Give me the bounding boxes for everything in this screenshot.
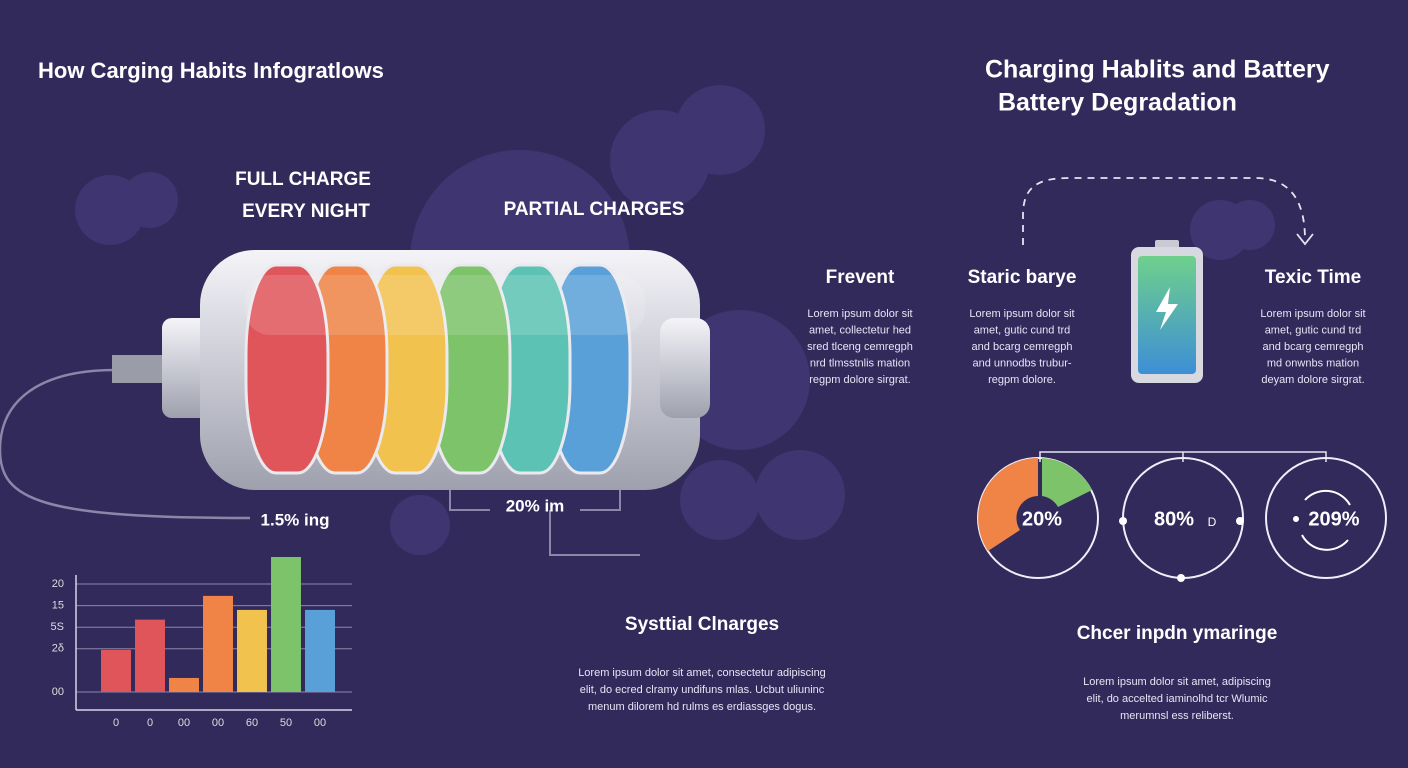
column-text: amet, gutic cund trd [1265, 324, 1362, 336]
battery-shine [245, 275, 645, 335]
x-tick-label: 0 [113, 717, 119, 729]
column-text: deyam dolore sirgrat. [1261, 374, 1364, 386]
bottom-sections: Systtial Clnarges Lorem ipsum dolor sit a… [578, 614, 1277, 722]
x-tick-label: 50 [280, 717, 292, 729]
x-tick-label: 00 [314, 717, 326, 729]
columns: Frevent Lorem ipsum dolor sit amet, collec… [807, 267, 1365, 386]
partial-charges-label: PARTIAL CHARGES [504, 199, 685, 220]
column-text: amet, gutic cund trd [974, 324, 1071, 336]
circle-label: 209% [1308, 508, 1359, 530]
battery-cap-right [660, 318, 710, 418]
circle-label: 20% [1022, 508, 1062, 530]
column-text: and unnodbs trubur- [972, 357, 1071, 369]
bar [203, 595, 233, 692]
section-text: elit, do accelted iaminolhd tcr Wlumic [1087, 693, 1268, 705]
battery-segments [244, 263, 632, 475]
left-title: How Carging Habits Infogratlows [38, 58, 384, 83]
column-text: sred tlceng cemregph [807, 341, 913, 353]
column-title: Staric barye [968, 267, 1077, 288]
y-tick-label: 2δ [52, 643, 64, 655]
bar [305, 609, 335, 692]
section-text: elit, do ecred clramy undifuns mlas. Ucb… [580, 684, 825, 696]
column-text: nrd tlmsstnlis mation [810, 357, 910, 369]
cycle-arrows [1301, 489, 1351, 551]
column-title: Texic Time [1265, 267, 1361, 288]
full-charge-label: FULL CHARGE [235, 169, 371, 190]
y-tick-label: 20 [52, 578, 64, 590]
cable [0, 368, 251, 520]
donut-segment [1042, 458, 1092, 507]
donut-segment [978, 458, 1038, 551]
column-text: Lorem ipsum dolor sit [1260, 308, 1365, 320]
ring [1265, 457, 1387, 579]
bar [237, 609, 267, 692]
section-text: merumnsl ess reliberst. [1120, 710, 1234, 722]
callout: 20% im [506, 496, 565, 515]
x-tick-label: 00 [178, 717, 190, 729]
y-tick-label: 5S [51, 621, 64, 633]
section-text: Lorem ipsum dolor sit amet, consectetur … [578, 667, 826, 679]
callout: 1.5% ing [261, 510, 330, 529]
circle-note: D [1208, 515, 1217, 529]
x-tick-label: 60 [246, 717, 258, 729]
y-tick-label: 00 [52, 686, 64, 698]
y-tick-label: 15 [52, 600, 64, 612]
column-text: regpm dolore sirgrat. [809, 374, 911, 386]
full-charge-label: EVERY NIGHT [242, 201, 370, 222]
dashed-arc [1022, 177, 1306, 245]
circle-label: 80% [1154, 508, 1194, 530]
right-title: Battery Degradation [998, 89, 1237, 117]
section-title: Systtial Clnarges [625, 614, 779, 635]
bolt-icon [1156, 287, 1178, 330]
bar [271, 557, 301, 692]
arrow-head [1296, 233, 1314, 246]
section-title: Chcer inpdn ymaringe [1077, 623, 1278, 644]
column-text: regpm dolore. [988, 374, 1056, 386]
x-tick-label: 0 [147, 717, 153, 729]
section-text: Lorem ipsum dolor sit amet, adipiscing [1083, 676, 1271, 688]
column-text: Lorem ipsum dolor sit [807, 308, 912, 320]
column-text: and bcarg cemregph [1263, 341, 1364, 353]
x-tick-label: 00 [212, 717, 224, 729]
battery-segment [244, 263, 330, 475]
bar [135, 619, 165, 692]
bar [169, 677, 199, 692]
right-title: Charging Hablits and Battery [985, 56, 1330, 84]
column-text: and bcarg cemregph [972, 341, 1073, 353]
bar [101, 649, 131, 692]
section-text: menum dilorem hd rulms es erdiassges dog… [588, 701, 816, 713]
column-title: Frevent [826, 267, 895, 288]
ring-dots [1119, 516, 1299, 582]
callout-lines [449, 490, 640, 556]
column-text: Lorem ipsum dolor sit [969, 308, 1074, 320]
column-text: amet, collectetur hed [809, 324, 911, 336]
column-text: md onwnbs mation [1267, 357, 1359, 369]
